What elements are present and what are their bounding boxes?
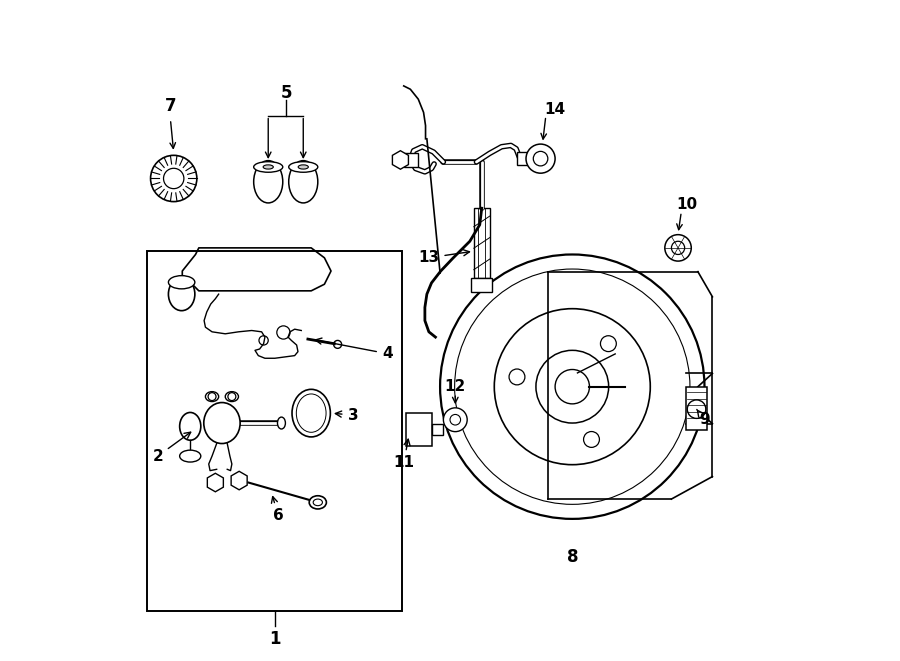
Ellipse shape: [277, 417, 285, 429]
Circle shape: [444, 408, 467, 432]
Bar: [406, 413, 432, 446]
Text: 7: 7: [165, 97, 176, 115]
Bar: [473, 208, 490, 278]
Circle shape: [440, 254, 705, 519]
Ellipse shape: [298, 165, 309, 169]
Bar: [148, 251, 401, 611]
Ellipse shape: [310, 496, 327, 509]
Ellipse shape: [292, 389, 330, 437]
Circle shape: [526, 144, 555, 173]
Bar: [686, 387, 707, 430]
Ellipse shape: [254, 162, 283, 173]
Text: 3: 3: [336, 408, 358, 422]
Bar: [518, 152, 534, 165]
Ellipse shape: [168, 278, 195, 311]
Text: 10: 10: [676, 198, 698, 212]
Text: 11: 11: [393, 439, 414, 470]
Text: 1: 1: [269, 630, 280, 648]
Text: 12: 12: [445, 379, 466, 394]
Text: 5: 5: [280, 83, 292, 102]
Ellipse shape: [289, 161, 318, 203]
Text: 8: 8: [566, 548, 578, 566]
Ellipse shape: [263, 165, 274, 169]
Ellipse shape: [168, 276, 195, 289]
Ellipse shape: [180, 450, 201, 462]
Text: 9: 9: [697, 409, 710, 427]
Bar: [472, 278, 492, 292]
Ellipse shape: [205, 391, 219, 401]
Text: 2: 2: [152, 432, 191, 463]
Bar: [432, 424, 443, 435]
Ellipse shape: [254, 161, 283, 203]
Ellipse shape: [289, 162, 318, 173]
Circle shape: [150, 155, 197, 202]
Bar: [404, 153, 419, 167]
Text: 13: 13: [418, 250, 470, 265]
Ellipse shape: [203, 403, 240, 444]
Ellipse shape: [225, 391, 238, 401]
Text: 6: 6: [272, 496, 284, 523]
Circle shape: [665, 235, 691, 261]
Ellipse shape: [180, 412, 201, 440]
Text: 4: 4: [315, 338, 392, 361]
Text: 14: 14: [544, 102, 565, 116]
